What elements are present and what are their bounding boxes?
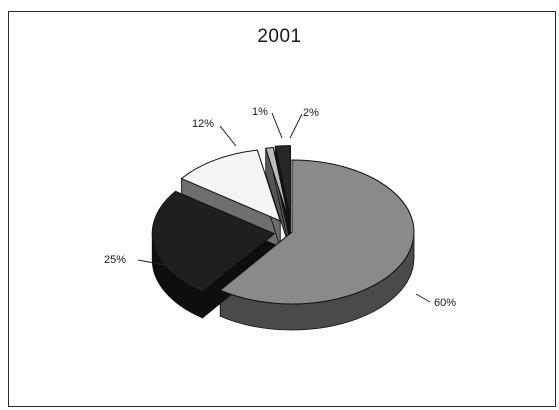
pie-slice-3: [265, 146, 290, 220]
pie-slice-1: [151, 190, 276, 293]
data-label-4: 2%: [303, 107, 319, 119]
data-label-3: 1%: [252, 106, 268, 118]
pie-slice-2: [180, 149, 282, 222]
leader-line-0: [415, 293, 431, 303]
leader-line-1: [137, 259, 177, 268]
data-label-1: 25%: [104, 254, 126, 266]
pie-slice-0: [219, 159, 415, 305]
leader-line-2: [219, 125, 237, 147]
data-label-0: 60%: [434, 297, 456, 309]
data-label-2: 12%: [192, 118, 214, 130]
chart-title: 2001: [257, 26, 302, 47]
leader-line-3: [271, 112, 283, 139]
pie-slice-4: [274, 145, 291, 218]
leader-line-4: [289, 113, 303, 139]
